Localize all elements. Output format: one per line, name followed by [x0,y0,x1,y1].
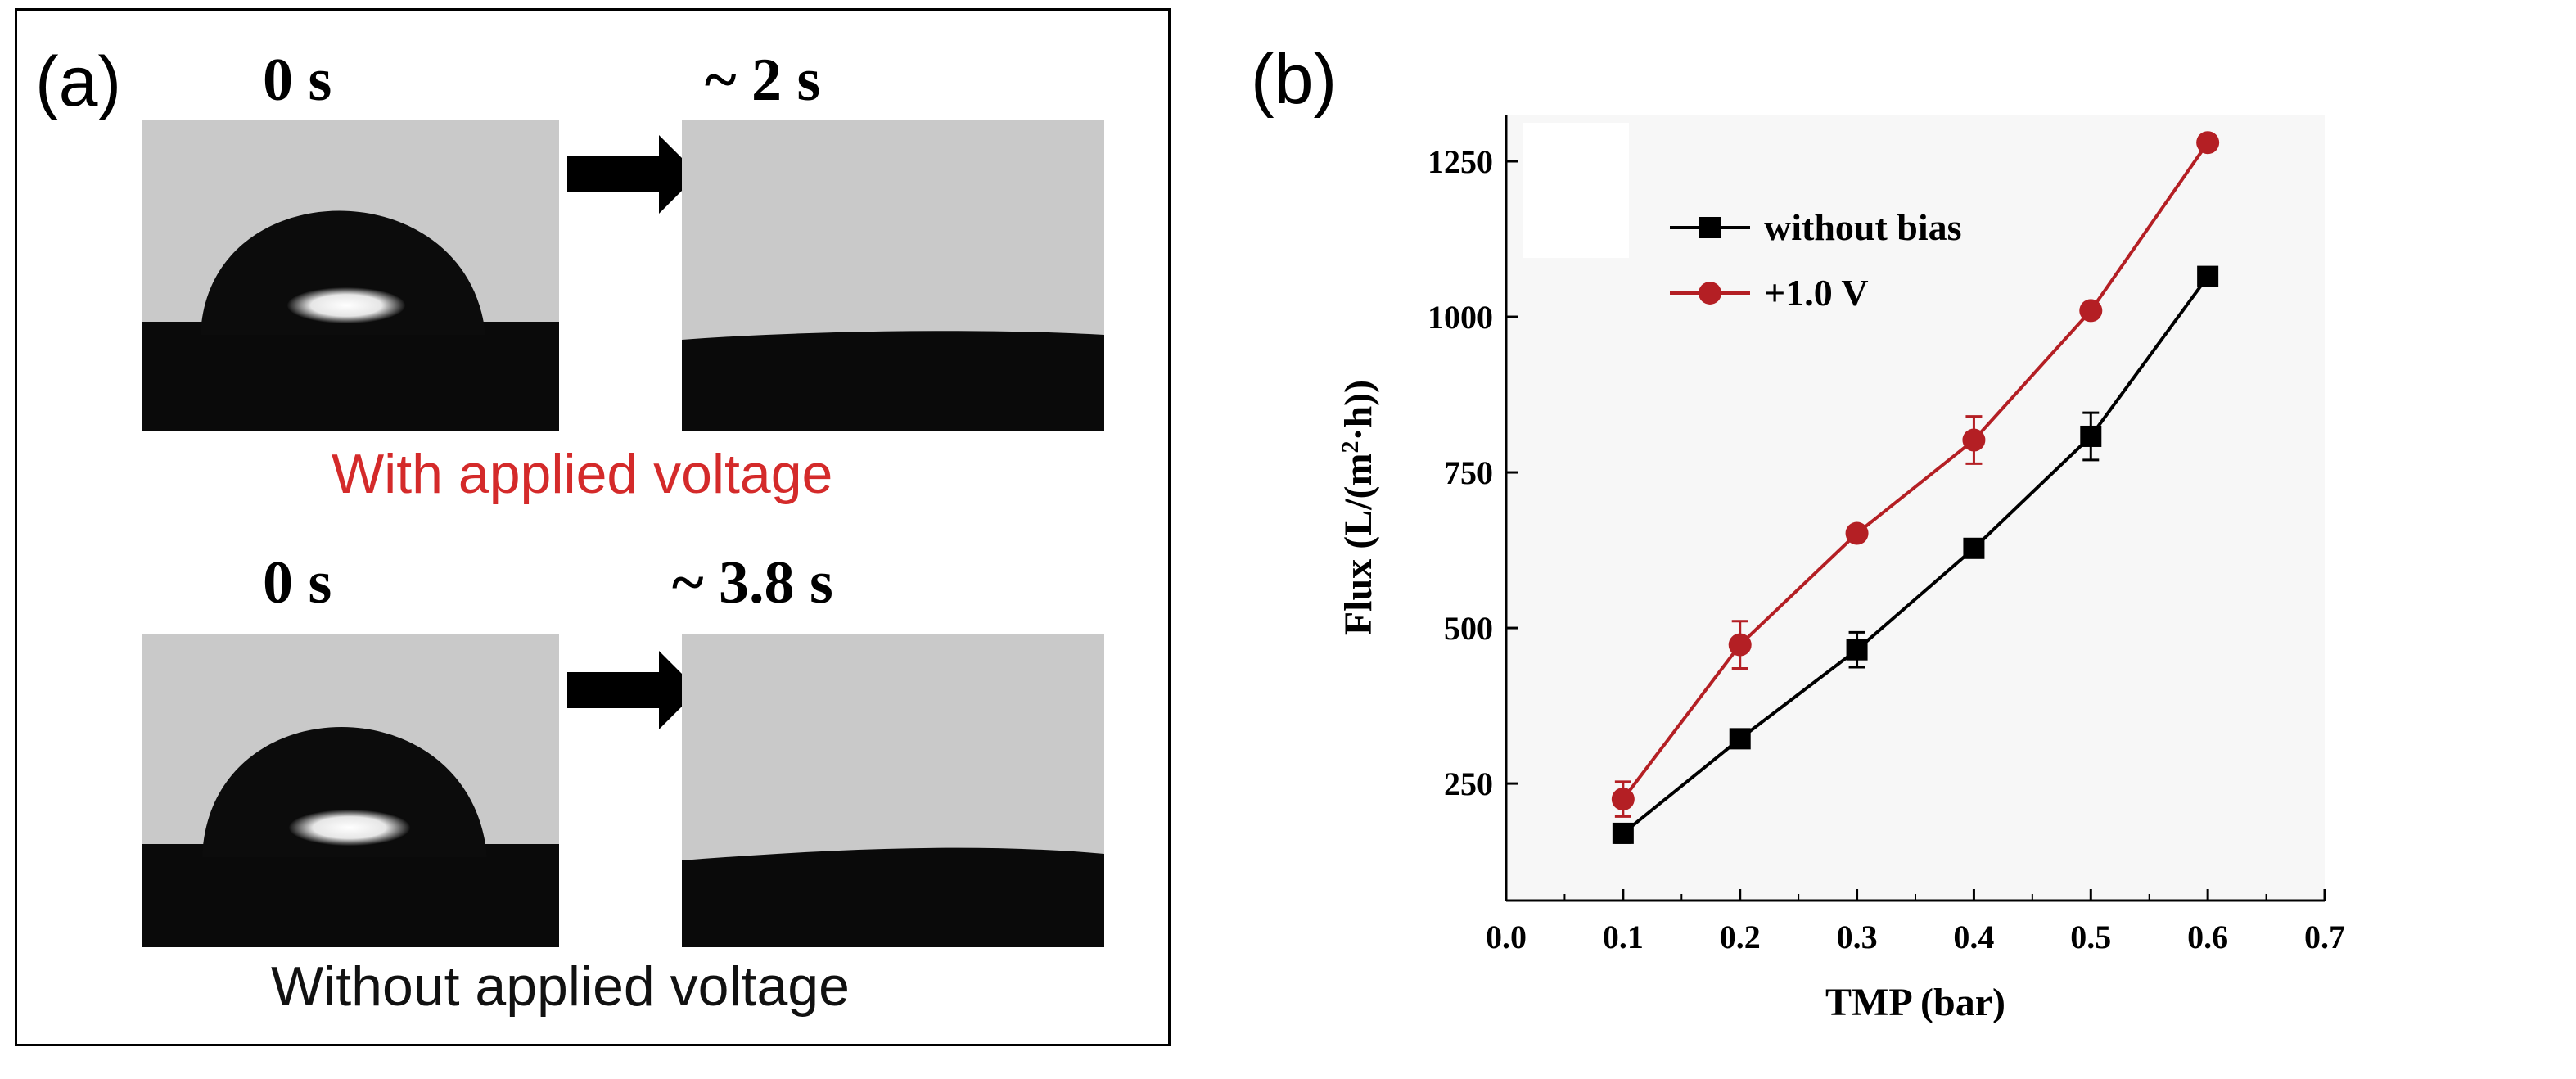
data-point [1963,537,1985,559]
x-tick-label: 0.2 [1720,919,1761,955]
data-point [1846,639,1868,661]
caption-with-voltage: With applied voltage [332,443,833,505]
x-ticks: 0.0 0.1 0.2 0.3 0.4 0.5 0.6 0.7 [1486,889,2345,955]
data-point [1962,428,1986,452]
droplet-photo-bottom-end [682,634,1104,947]
x-tick-label: 0.4 [1953,919,1994,955]
arrow-right-icon [567,135,698,214]
panel-b-label: (b) [1251,40,1338,119]
arrow-right-icon [567,651,698,729]
top-time-start: 0 s [263,47,332,114]
y-tick-label: 500 [1444,610,1493,647]
x-tick-label: 0.5 [2070,919,2111,955]
x-axis-title: TMP (bar) [1825,981,2005,1024]
data-point [1729,728,1751,750]
bottom-time-end: ~ 3.8 s [672,549,833,616]
panel-a-label: (a) [35,43,122,121]
plot-area [1506,115,2325,901]
data-point [2197,265,2219,287]
y-axis-title-main: Flux (L/(m [1337,453,1380,635]
droplet-photo-bottom-start [142,634,559,947]
plot-inset-patch [1523,123,1629,258]
legend: without bias +1.0 V [1670,206,1962,314]
data-point [1611,788,1635,811]
series-line [1622,142,2209,801]
droplet-photo-top-start [142,120,559,431]
data-point [2079,299,2103,323]
y-axis-title-tail: ·h)) [1337,380,1380,441]
data-point [2080,425,2102,447]
x-tick-label: 0.0 [1486,919,1527,955]
data-point [1728,633,1752,657]
top-time-end: ~ 2 s [705,47,821,114]
droplet-photo-top-end [682,120,1104,431]
y-tick-label: 1000 [1428,299,1493,336]
y-tick-label: 250 [1444,765,1493,802]
data-point [1845,521,1869,545]
series-without-bias [1612,265,2219,844]
y-axis-title-sup: 2 [1337,441,1364,454]
y-tick-label: 1250 [1428,143,1493,180]
series-layer [1611,131,2220,844]
series-line [1622,275,2209,835]
legend-marker-without-bias [1699,217,1721,238]
series-plus-1v [1611,131,2220,818]
flux-chart: 0.0 0.1 0.2 0.3 0.4 0.5 0.6 0.7 250 500 750 1000 12… [1337,115,2345,1024]
y-axis-title: Flux (L/(m2·h)) [1337,380,1381,635]
data-point [2196,131,2220,155]
bottom-time-start: 0 s [263,549,332,616]
x-tick-label: 0.7 [2304,919,2345,955]
legend-label-plus-1v: +1.0 V [1764,272,1869,314]
y-ticks: 250 500 750 1000 1250 [1428,143,1518,802]
data-point [1612,822,1634,844]
x-tick-label: 0.3 [1837,919,1878,955]
x-tick-label: 0.1 [1603,919,1644,955]
panel-a-frame: (a) 0 s ~ 2 s With applied voltage 0 s ~… [15,8,1171,1046]
legend-marker-plus-1v [1699,282,1721,305]
legend-label-without-bias: without bias [1764,206,1962,248]
caption-without-voltage: Without applied voltage [271,955,850,1018]
y-tick-label: 750 [1444,454,1493,491]
x-tick-label: 0.6 [2187,919,2228,955]
